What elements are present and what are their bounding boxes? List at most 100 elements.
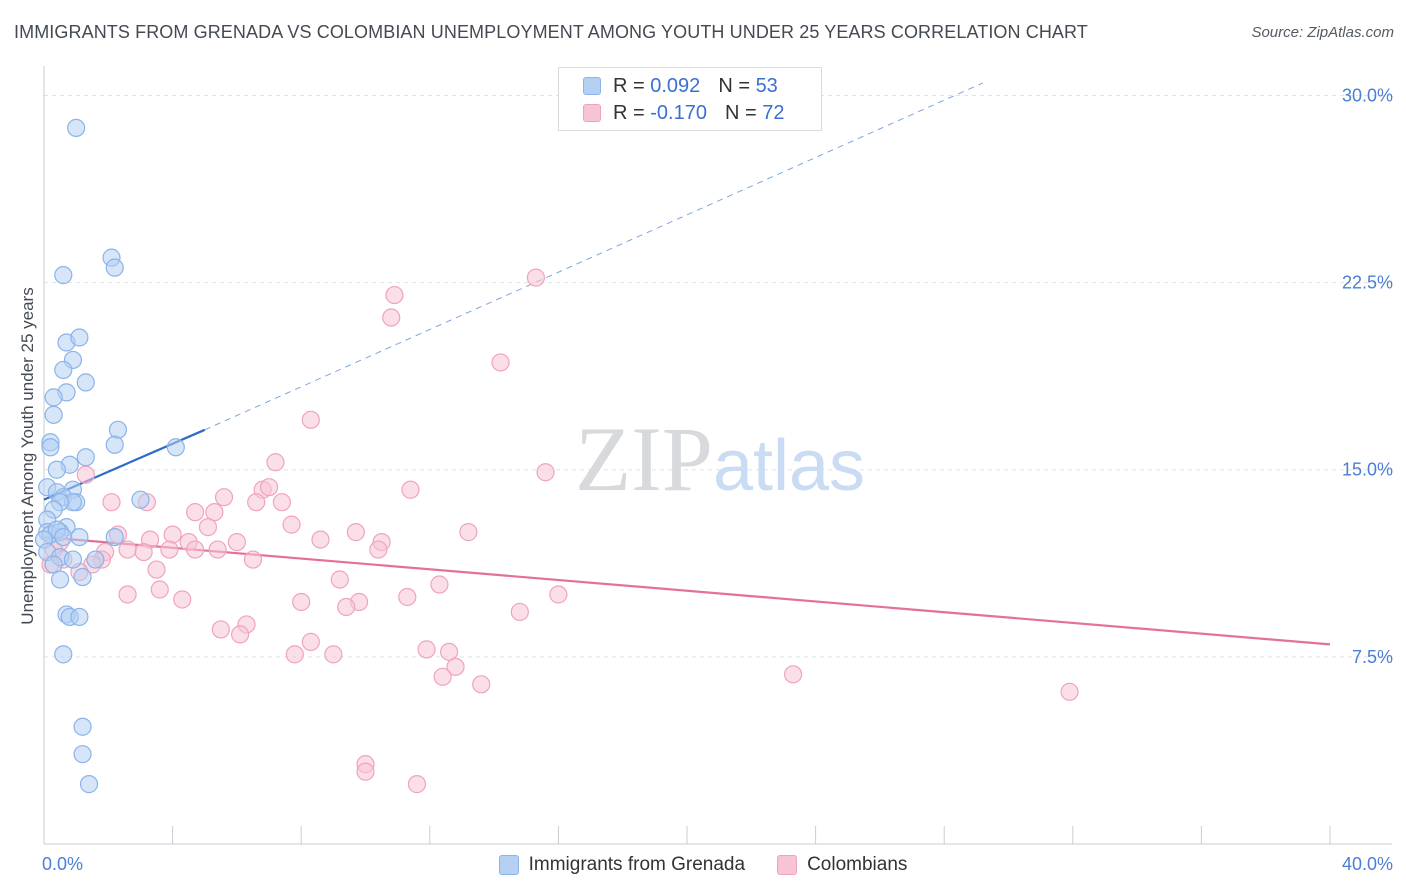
- point-colombians: [491, 353, 510, 372]
- point-grenada: [50, 570, 70, 589]
- legend-item-colombians: Colombians: [777, 854, 907, 876]
- point-grenada: [76, 373, 95, 392]
- point-colombians: [150, 580, 169, 599]
- point-colombians: [417, 640, 436, 659]
- point-grenada: [108, 420, 128, 439]
- x-tick-label: 0.0%: [42, 854, 83, 874]
- legend-swatch-grenada: [498, 855, 519, 875]
- point-grenada: [41, 438, 60, 457]
- grid-lines: [44, 94, 1392, 658]
- legend-r-value: -0.170: [650, 101, 707, 124]
- point-grenada: [105, 258, 124, 277]
- point-grenada: [67, 118, 86, 138]
- data-points: [34, 118, 1079, 794]
- legend-n-label: N =: [724, 101, 757, 124]
- point-grenada: [54, 645, 73, 664]
- point-grenada: [166, 438, 185, 457]
- point-grenada: [44, 555, 63, 574]
- point-colombians: [118, 585, 137, 604]
- point-colombians: [292, 592, 311, 612]
- point-colombians: [311, 530, 330, 549]
- point-colombians: [285, 645, 304, 664]
- watermark-atlas: atlas: [713, 426, 865, 506]
- point-grenada: [73, 745, 92, 764]
- point-colombians: [337, 597, 356, 617]
- point-grenada: [105, 528, 124, 547]
- y-tick-label: 30.0%: [1342, 85, 1393, 105]
- point-colombians: [330, 570, 349, 589]
- point-colombians: [472, 675, 491, 694]
- point-colombians: [382, 308, 401, 327]
- point-colombians: [301, 410, 320, 429]
- watermark-zip: ZIP: [575, 408, 713, 510]
- point-colombians: [243, 550, 263, 569]
- point-colombians: [266, 453, 285, 472]
- point-colombians: [102, 493, 121, 512]
- point-colombians: [430, 575, 449, 594]
- point-colombians: [76, 465, 95, 484]
- legend-label-colombians: Colombians: [807, 854, 908, 875]
- stats-legend: R = 0.092 N = 53 R = -0.170 N = 72: [558, 67, 822, 131]
- legend-row-grenada: R = 0.092 N = 53: [583, 74, 778, 98]
- point-grenada: [76, 448, 95, 467]
- point-colombians: [272, 493, 292, 512]
- point-colombians: [536, 463, 555, 482]
- legend-r-label: R =: [613, 101, 645, 124]
- point-grenada: [54, 266, 73, 285]
- legend-r-label: R =: [613, 74, 645, 97]
- y-tick-label: 22.5%: [1342, 273, 1393, 293]
- point-grenada: [54, 360, 73, 380]
- point-colombians: [259, 478, 279, 497]
- point-grenada: [86, 550, 105, 569]
- point-colombians: [231, 625, 250, 644]
- point-colombians: [147, 560, 166, 579]
- chart-title: IMMIGRANTS FROM GRENADA VS COLOMBIAN UNE…: [14, 22, 1088, 42]
- y-tick-label: 15.0%: [1342, 460, 1393, 480]
- point-colombians: [549, 585, 568, 604]
- point-colombians: [198, 518, 218, 537]
- trend-lines: [43, 82, 1331, 646]
- point-colombians: [783, 665, 803, 684]
- point-colombians: [401, 480, 420, 499]
- legend-n-value: 72: [762, 101, 785, 124]
- point-colombians: [214, 488, 234, 507]
- point-grenada: [105, 435, 124, 454]
- point-colombians: [369, 540, 388, 559]
- point-colombians: [526, 268, 545, 287]
- point-colombians: [510, 602, 529, 622]
- point-colombians: [446, 657, 465, 676]
- point-colombians: [186, 540, 205, 559]
- legend-swatch-grenada: [583, 77, 601, 95]
- point-grenada: [73, 717, 92, 736]
- point-colombians: [118, 540, 137, 559]
- point-colombians: [208, 540, 227, 559]
- point-colombians: [439, 642, 459, 661]
- y-tick-label: 7.5%: [1352, 647, 1393, 667]
- series-legend: Immigrants from Grenada Colombians: [0, 852, 1406, 878]
- point-colombians: [398, 587, 417, 607]
- point-colombians: [186, 503, 205, 522]
- point-grenada: [47, 460, 66, 479]
- point-grenada: [44, 388, 63, 407]
- point-colombians: [301, 632, 320, 651]
- point-grenada: [63, 550, 83, 569]
- x-tick-label: 40.0%: [1342, 854, 1393, 874]
- point-colombians: [407, 775, 427, 794]
- legend-n-value: 53: [755, 74, 778, 97]
- point-colombians: [134, 542, 153, 562]
- point-grenada: [70, 528, 89, 547]
- point-grenada: [131, 490, 150, 509]
- watermark: ZIPatlas: [575, 408, 865, 510]
- point-colombians: [247, 493, 266, 512]
- point-colombians: [227, 532, 246, 552]
- point-grenada: [54, 528, 73, 547]
- point-colombians: [433, 667, 452, 686]
- legend-swatch-colombians: [777, 855, 798, 875]
- point-colombians: [356, 762, 375, 781]
- point-grenada: [70, 607, 89, 627]
- legend-row-colombians: R = -0.170 N = 72: [583, 101, 784, 125]
- point-colombians: [346, 523, 365, 542]
- point-grenada: [79, 775, 99, 794]
- point-colombians: [160, 540, 179, 559]
